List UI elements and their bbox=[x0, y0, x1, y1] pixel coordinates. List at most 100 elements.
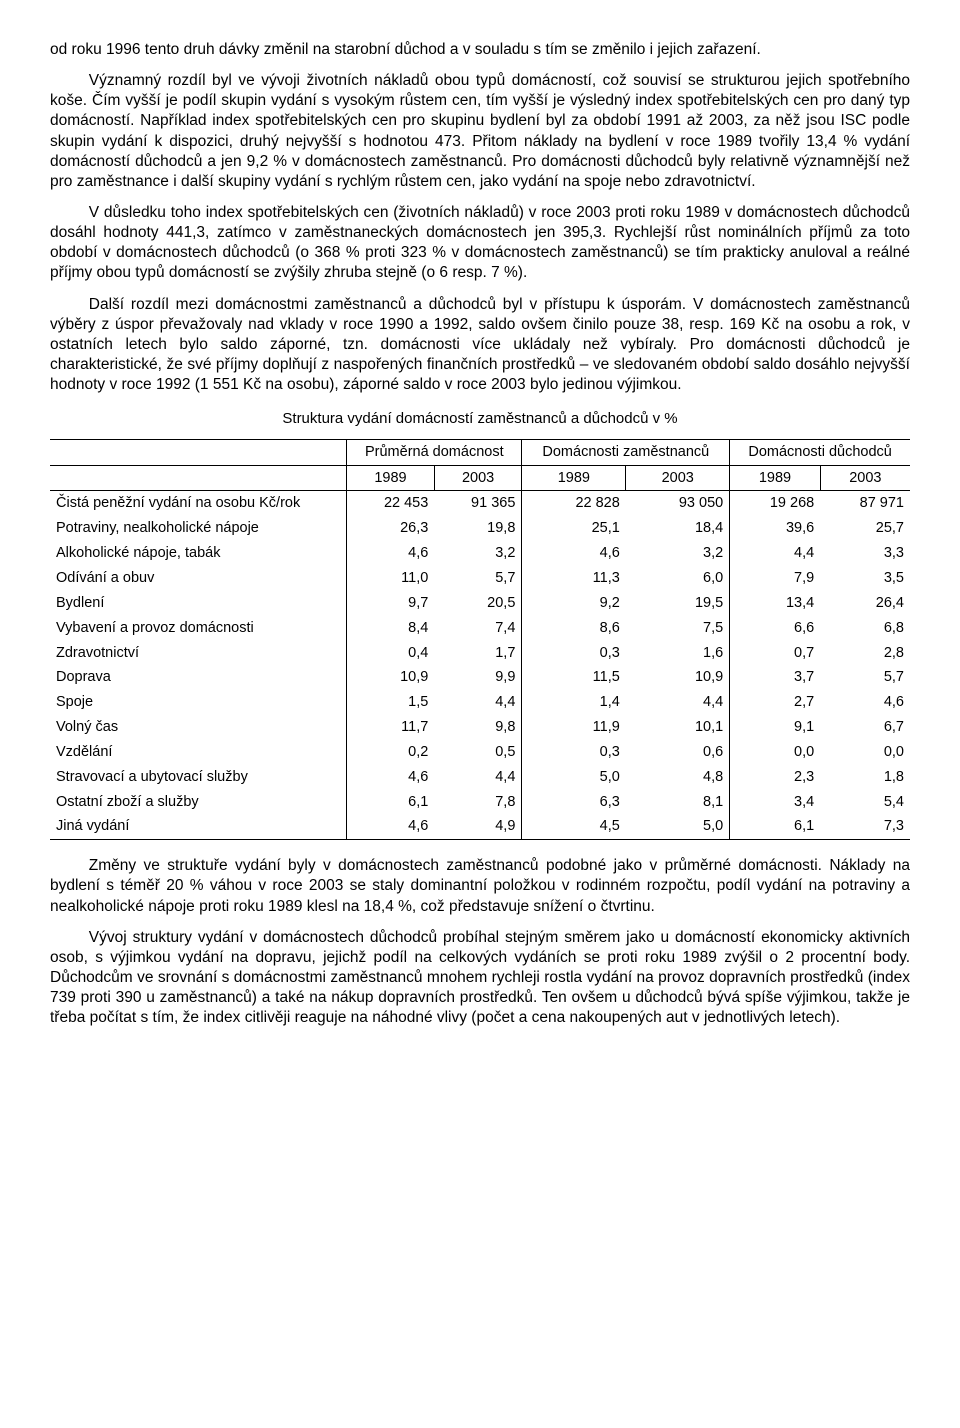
cell-value: 6,3 bbox=[522, 790, 626, 815]
cell-value: 6,8 bbox=[820, 616, 910, 641]
table-row: Bydlení9,720,59,219,513,426,4 bbox=[50, 591, 910, 616]
col-group-pensioners: Domácnosti důchodců bbox=[730, 439, 910, 465]
table-header-groups: Průměrná domácnost Domácnosti zaměstnanc… bbox=[50, 439, 910, 465]
row-label: Potraviny, nealkoholické nápoje bbox=[50, 516, 347, 541]
table-row: Alkoholické nápoje, tabák4,63,24,63,24,4… bbox=[50, 541, 910, 566]
row-label: Stravovací a ubytovací služby bbox=[50, 765, 347, 790]
cell-value: 11,5 bbox=[522, 665, 626, 690]
cell-value: 25,1 bbox=[522, 516, 626, 541]
table-row: Vybavení a provoz domácnosti8,47,48,67,5… bbox=[50, 616, 910, 641]
cell-value: 4,8 bbox=[626, 765, 730, 790]
year-col: 2003 bbox=[626, 465, 730, 491]
cell-value: 0,0 bbox=[820, 740, 910, 765]
cell-value: 11,3 bbox=[522, 566, 626, 591]
table-row: Doprava10,99,911,510,93,75,7 bbox=[50, 665, 910, 690]
cell-value: 7,4 bbox=[434, 616, 522, 641]
cell-value: 10,9 bbox=[626, 665, 730, 690]
cell-value: 1,5 bbox=[347, 690, 435, 715]
cell-value: 1,7 bbox=[434, 641, 522, 666]
cell-value: 4,6 bbox=[347, 541, 435, 566]
cell-value: 9,1 bbox=[730, 715, 821, 740]
cell-value: 93 050 bbox=[626, 491, 730, 516]
paragraph-4: Další rozdíl mezi domácnostmi zaměstnanc… bbox=[50, 295, 910, 396]
cell-value: 5,7 bbox=[820, 665, 910, 690]
row-label: Vybavení a provoz domácnosti bbox=[50, 616, 347, 641]
cell-value: 9,9 bbox=[434, 665, 522, 690]
row-label: Alkoholické nápoje, tabák bbox=[50, 541, 347, 566]
cell-value: 7,3 bbox=[820, 814, 910, 839]
cell-value: 4,6 bbox=[347, 765, 435, 790]
cell-value: 11,0 bbox=[347, 566, 435, 591]
cell-value: 91 365 bbox=[434, 491, 522, 516]
cell-value: 9,7 bbox=[347, 591, 435, 616]
cell-value: 4,9 bbox=[434, 814, 522, 839]
row-label: Spoje bbox=[50, 690, 347, 715]
cell-value: 20,5 bbox=[434, 591, 522, 616]
cell-value: 4,4 bbox=[730, 541, 821, 566]
cell-value: 0,3 bbox=[522, 641, 626, 666]
cell-value: 3,4 bbox=[730, 790, 821, 815]
cell-value: 1,8 bbox=[820, 765, 910, 790]
cell-value: 22 453 bbox=[347, 491, 435, 516]
cell-value: 2,8 bbox=[820, 641, 910, 666]
cell-value: 0,3 bbox=[522, 740, 626, 765]
cell-value: 39,6 bbox=[730, 516, 821, 541]
cell-value: 1,6 bbox=[626, 641, 730, 666]
cell-value: 19 268 bbox=[730, 491, 821, 516]
cell-value: 8,1 bbox=[626, 790, 730, 815]
cell-value: 0,7 bbox=[730, 641, 821, 666]
cell-value: 10,9 bbox=[347, 665, 435, 690]
cell-value: 26,4 bbox=[820, 591, 910, 616]
cell-value: 0,0 bbox=[730, 740, 821, 765]
table-row: Potraviny, nealkoholické nápoje26,319,82… bbox=[50, 516, 910, 541]
paragraph-3: V důsledku toho index spotřebitelských c… bbox=[50, 203, 910, 284]
table-row: Volný čas11,79,811,910,19,16,7 bbox=[50, 715, 910, 740]
cell-value: 19,8 bbox=[434, 516, 522, 541]
cell-value: 7,9 bbox=[730, 566, 821, 591]
cell-value: 9,2 bbox=[522, 591, 626, 616]
cell-value: 6,0 bbox=[626, 566, 730, 591]
table-row: Ostatní zboží a služby6,17,86,38,13,45,4 bbox=[50, 790, 910, 815]
cell-value: 5,7 bbox=[434, 566, 522, 591]
row-label: Odívání a obuv bbox=[50, 566, 347, 591]
cell-value: 8,4 bbox=[347, 616, 435, 641]
cell-value: 2,7 bbox=[730, 690, 821, 715]
year-col: 1989 bbox=[522, 465, 626, 491]
table-row: Odívání a obuv11,05,711,36,07,93,5 bbox=[50, 566, 910, 591]
cell-value: 3,5 bbox=[820, 566, 910, 591]
col-group-average: Průměrná domácnost bbox=[347, 439, 522, 465]
cell-value: 11,7 bbox=[347, 715, 435, 740]
year-col: 1989 bbox=[347, 465, 435, 491]
table-row: Vzdělání0,20,50,30,60,00,0 bbox=[50, 740, 910, 765]
row-label: Ostatní zboží a služby bbox=[50, 790, 347, 815]
row-label: Jiná vydání bbox=[50, 814, 347, 839]
cell-value: 0,2 bbox=[347, 740, 435, 765]
col-group-employees: Domácnosti zaměstnanců bbox=[522, 439, 730, 465]
row-label: Bydlení bbox=[50, 591, 347, 616]
row-label: Vzdělání bbox=[50, 740, 347, 765]
cell-value: 9,8 bbox=[434, 715, 522, 740]
cell-value: 6,1 bbox=[347, 790, 435, 815]
cell-value: 4,5 bbox=[522, 814, 626, 839]
cell-value: 13,4 bbox=[730, 591, 821, 616]
table-row: Stravovací a ubytovací služby4,64,45,04,… bbox=[50, 765, 910, 790]
cell-value: 0,6 bbox=[626, 740, 730, 765]
cell-value: 2,3 bbox=[730, 765, 821, 790]
expenditure-table: Průměrná domácnost Domácnosti zaměstnanc… bbox=[50, 439, 910, 841]
row-label: Volný čas bbox=[50, 715, 347, 740]
year-col: 2003 bbox=[820, 465, 910, 491]
cell-value: 4,4 bbox=[626, 690, 730, 715]
table-row: Zdravotnictví0,41,70,31,60,72,8 bbox=[50, 641, 910, 666]
table-row: Jiná vydání4,64,94,55,06,17,3 bbox=[50, 814, 910, 839]
cell-value: 5,4 bbox=[820, 790, 910, 815]
cell-value: 18,4 bbox=[626, 516, 730, 541]
paragraph-2: Významný rozdíl byl ve vývoji životních … bbox=[50, 71, 910, 192]
cell-value: 87 971 bbox=[820, 491, 910, 516]
cell-value: 6,6 bbox=[730, 616, 821, 641]
cell-value: 11,9 bbox=[522, 715, 626, 740]
paragraph-6: Vývoj struktury vydání v domácnostech dů… bbox=[50, 928, 910, 1029]
cell-value: 1,4 bbox=[522, 690, 626, 715]
row-label: Čistá peněžní vydání na osobu Kč/rok bbox=[50, 491, 347, 516]
cell-value: 0,5 bbox=[434, 740, 522, 765]
cell-value: 3,2 bbox=[434, 541, 522, 566]
